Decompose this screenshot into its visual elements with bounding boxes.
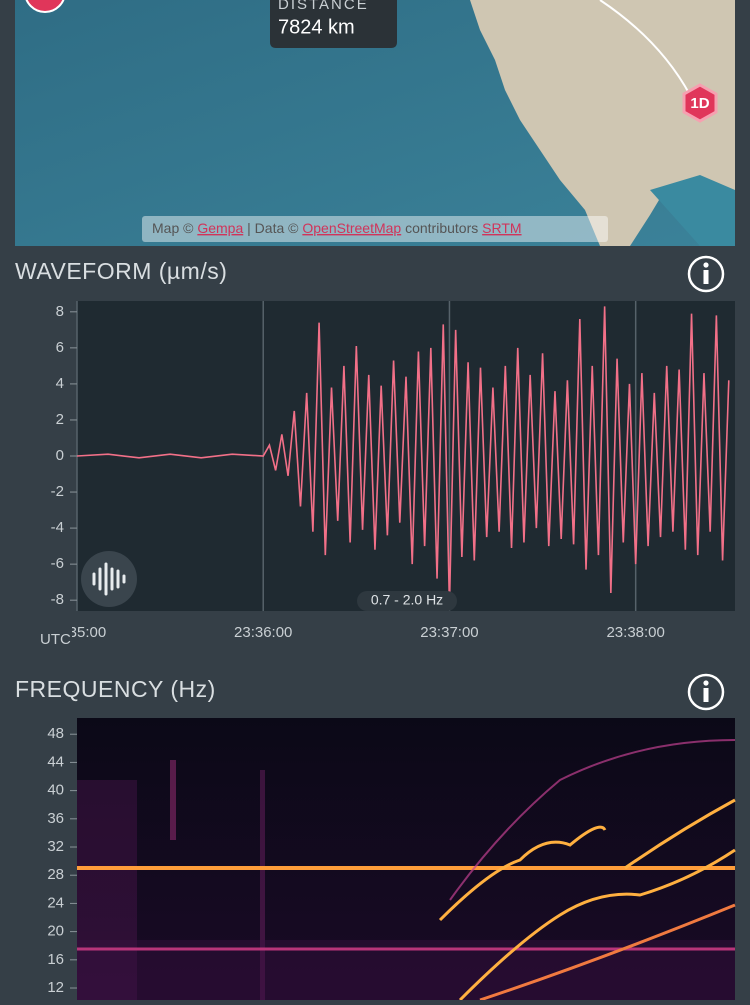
y-tick-label: 44 (47, 753, 64, 770)
y-tick-label: 12 (47, 979, 64, 996)
waveform-line (77, 306, 730, 606)
x-tick-label: 23:36:00 (234, 624, 292, 641)
info-bar (703, 688, 709, 702)
distance-value: 7824 km (278, 16, 355, 38)
info-button[interactable] (687, 255, 725, 293)
gulf (650, 175, 735, 246)
y-tick-label: 48 (47, 725, 64, 742)
info-dot (703, 680, 709, 686)
streak (458, 848, 736, 1002)
x-tick-label: 23:35:00 (48, 624, 106, 641)
info-ring (687, 673, 725, 711)
spectrogram (77, 718, 736, 1002)
filter-label: 0.7 - 2.0 Hz (371, 592, 443, 608)
streak (449, 739, 736, 901)
attribution-link[interactable]: Gempa (197, 220, 243, 236)
map[interactable]: 1D DISTANCE 7824 km Map © Gempa | Data ©… (15, 0, 735, 246)
y-tick-label: 0 (56, 447, 64, 464)
attribution-text: | Data © (247, 220, 299, 236)
streak (624, 798, 736, 870)
play-circle (81, 551, 137, 607)
y-tick-label: 32 (47, 838, 64, 855)
y-tick-label: 2 (56, 411, 64, 428)
info-dot (703, 262, 709, 268)
distance-label: DISTANCE (278, 0, 369, 13)
waveform (77, 306, 730, 606)
y-tick-label: 20 (47, 923, 64, 940)
spectrogram-bg (77, 718, 735, 1000)
info-bar (703, 270, 709, 284)
streak (479, 903, 736, 1002)
streak (438, 825, 607, 922)
y-tick-label: -8 (51, 591, 64, 608)
noise (260, 770, 265, 1000)
y-tick-label: 24 (47, 894, 64, 911)
axes: 48 44 40 36 32 28 24 20 16 12 (47, 725, 77, 996)
station-marker[interactable] (682, 83, 718, 123)
attribution-bar (142, 216, 608, 242)
y-tick-label: 40 (47, 782, 64, 799)
x-tick-label: 23:38:00 (606, 624, 664, 641)
path-line (599, 0, 691, 96)
y-tick-label: -2 (51, 483, 64, 500)
attribution-text: contributors (405, 220, 478, 236)
x-axis-label: UTC (40, 631, 71, 648)
y-tick-label: -4 (51, 519, 64, 536)
attribution-text: Map © (152, 220, 194, 236)
axes: 8 6 4 2 0 -2 -4 -6 -8 23:35:00 23:36:00 23:37:00 23:… (48, 303, 665, 641)
attribution-link[interactable]: SRTM (482, 220, 521, 236)
filter-pill (357, 591, 457, 611)
y-tick-label: 36 (47, 810, 64, 827)
info-ring (687, 255, 725, 293)
y-tick-label: 4 (56, 375, 64, 392)
distance-box (270, 0, 397, 48)
attribution-link[interactable]: OpenStreetMap (302, 220, 401, 236)
y-tick-label: 8 (56, 303, 64, 320)
play-button[interactable] (81, 551, 137, 607)
epicenter-marker[interactable] (25, 0, 65, 13)
waveform-icon (92, 562, 126, 596)
attribution: Map © Gempa | Data © OpenStreetMap contr… (152, 220, 522, 236)
section-title: WAVEFORM (µm/s) (15, 258, 227, 284)
y-tick-label: 6 (56, 339, 64, 356)
y-tick-label: -6 (51, 555, 64, 572)
y-tick-label: 28 (47, 866, 64, 883)
noise (77, 780, 137, 1000)
noise (170, 760, 176, 840)
station-label: 1D (690, 95, 709, 112)
section-title: FREQUENCY (Hz) (15, 676, 216, 702)
y-tick-label: 16 (47, 951, 64, 968)
x-tick-label: 23:37:00 (420, 624, 478, 641)
info-button[interactable] (687, 673, 725, 711)
